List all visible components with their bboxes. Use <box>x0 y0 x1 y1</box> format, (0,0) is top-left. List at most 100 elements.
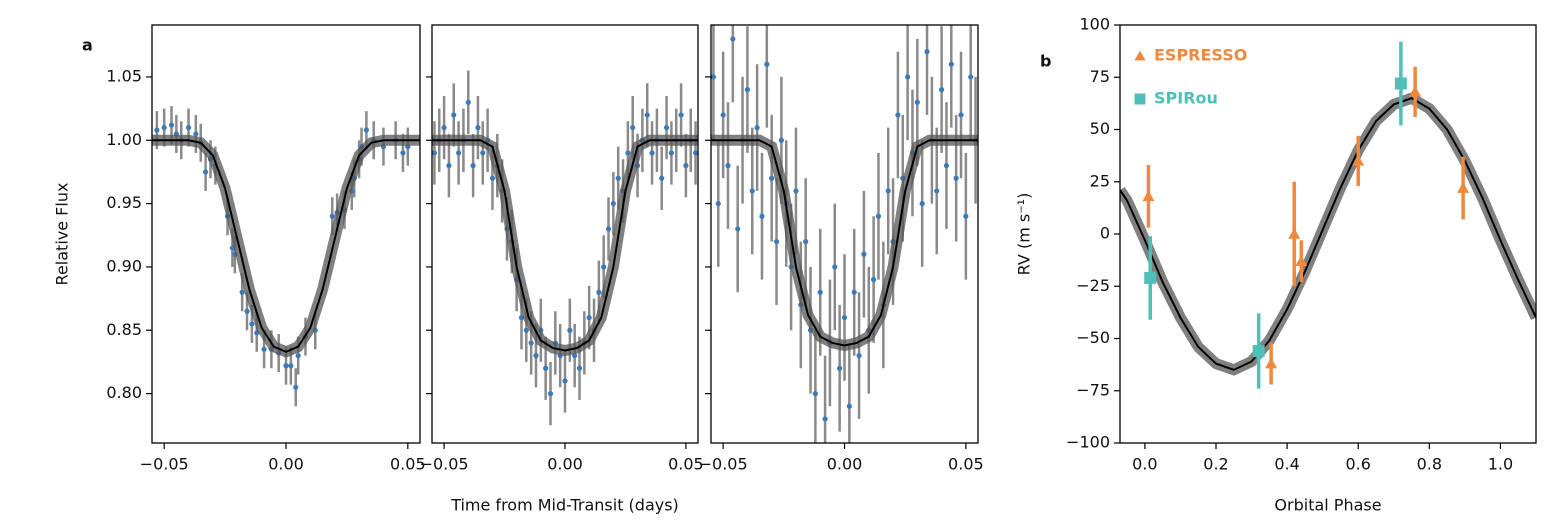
data-point <box>778 137 784 143</box>
data-point <box>715 201 721 207</box>
data-point <box>668 150 675 156</box>
data-point <box>749 188 755 194</box>
data-point <box>456 150 462 156</box>
plot-area <box>1120 41 1536 389</box>
x-tick-label: 0.6 <box>1345 455 1370 474</box>
data-point <box>885 188 891 194</box>
y-tick-label: −75 <box>1076 380 1110 399</box>
y-tick-label: 1.00 <box>106 130 142 149</box>
y-tick-label: −50 <box>1076 328 1110 347</box>
y-tick-label: 0.85 <box>106 320 142 339</box>
data-point <box>924 49 930 55</box>
y-tick-label: −100 <box>1066 433 1110 452</box>
data-point <box>586 315 592 321</box>
y-tick-label: 25 <box>1090 171 1110 190</box>
plot-frame <box>431 24 699 444</box>
data-point <box>963 213 969 219</box>
y-tick-label: 0 <box>1100 224 1110 243</box>
data-point <box>764 61 770 67</box>
data-point <box>1394 77 1407 90</box>
data-point <box>895 112 901 118</box>
data-point <box>625 150 631 156</box>
data-point <box>601 264 607 270</box>
x-tick-label: 1.0 <box>1488 455 1513 474</box>
data-point <box>958 112 964 118</box>
x-tick-label: 0.2 <box>1203 455 1228 474</box>
x-tick-label: 0.05 <box>948 455 984 474</box>
legend-label: SPIRou <box>1154 89 1218 108</box>
data-point <box>610 201 616 207</box>
data-point <box>1457 182 1470 193</box>
data-point <box>1144 271 1157 284</box>
y-tick-label: 0.80 <box>106 383 142 402</box>
data-point <box>663 125 670 131</box>
data-point <box>692 150 698 156</box>
data-point <box>288 363 294 369</box>
data-point <box>441 125 447 131</box>
data-point <box>948 61 954 67</box>
data-point <box>759 213 765 219</box>
data-point <box>822 416 828 422</box>
data-point <box>725 163 731 169</box>
x-tick-label: 0.00 <box>547 455 583 474</box>
data-point <box>1252 345 1265 358</box>
data-point <box>803 239 809 245</box>
data-point <box>576 365 583 371</box>
data-point <box>605 226 612 232</box>
data-point <box>678 112 684 118</box>
data-point <box>400 150 406 156</box>
data-point <box>649 150 655 156</box>
data-point <box>470 163 476 169</box>
data-point <box>905 74 911 80</box>
data-point <box>293 384 299 390</box>
y-tick-label: 0.95 <box>106 193 142 212</box>
panel-label: a <box>82 36 93 55</box>
panel-label: b <box>1040 52 1051 71</box>
model-line <box>432 139 698 352</box>
y-tick-label: 50 <box>1090 119 1110 138</box>
data-point <box>837 365 843 371</box>
y-axis-label: Relative Flux <box>53 183 72 286</box>
data-point <box>523 327 529 333</box>
data-point <box>446 163 452 169</box>
x-tick-label: 0.4 <box>1274 455 1299 474</box>
model-line <box>1120 97 1536 371</box>
y-tick-label: 75 <box>1090 67 1110 86</box>
data-point <box>851 289 857 295</box>
x-tick-label: 0.00 <box>827 455 863 474</box>
plot-frame <box>151 24 421 444</box>
data-point <box>154 127 160 133</box>
data-point <box>363 127 369 133</box>
data-point <box>875 213 882 219</box>
data-point <box>193 131 199 137</box>
data-point <box>871 277 877 283</box>
data-point <box>630 125 636 131</box>
data-point <box>283 363 289 369</box>
data-point <box>528 340 534 346</box>
data-point <box>953 175 959 181</box>
data-point <box>249 321 255 327</box>
model-line <box>711 139 978 347</box>
model-band <box>1120 92 1536 376</box>
data-point <box>812 391 818 397</box>
data-point <box>846 403 852 409</box>
data-point <box>432 150 438 156</box>
data-point <box>547 391 554 397</box>
data-point <box>261 346 267 352</box>
x-tick-label: 0.8 <box>1417 455 1442 474</box>
data-point <box>203 169 209 175</box>
data-point <box>919 201 925 207</box>
x-axis-label: Time from Mid-Transit (days) <box>450 496 679 515</box>
data-point <box>329 213 335 219</box>
data-point <box>644 112 650 118</box>
data-point <box>720 112 726 118</box>
data-point <box>295 353 301 359</box>
plot-area <box>432 70 698 426</box>
y-tick-label: 100 <box>1079 15 1110 34</box>
data-point <box>1352 154 1365 166</box>
data-point <box>938 87 945 93</box>
data-point <box>543 365 549 371</box>
data-point <box>465 99 471 105</box>
data-point <box>769 175 775 181</box>
data-point <box>596 289 602 295</box>
